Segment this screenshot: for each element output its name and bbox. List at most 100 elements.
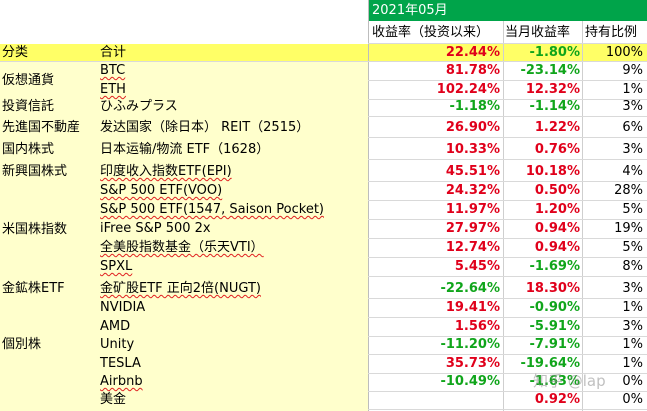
row-name: BTC	[100, 63, 126, 78]
grid-hline	[368, 276, 647, 277]
month-label: 2021年05月	[372, 3, 448, 18]
row-return: 35.73%	[445, 356, 500, 371]
row-return: 12.74%	[445, 240, 500, 255]
row-name: S&P 500 ETF(1547, Saison Pocket)	[100, 202, 324, 217]
grid-hline	[368, 354, 647, 355]
row-share: 1%	[622, 337, 643, 352]
row-month: -5.91%	[529, 319, 581, 334]
row-return: -10.49%	[440, 374, 500, 389]
row-share: 4%	[622, 164, 643, 179]
row-share: 9%	[622, 63, 643, 78]
row-name: 印度收入指数ETF(EPI)	[100, 164, 232, 179]
row-name: TESLA	[100, 356, 141, 371]
summary-return: 22.44%	[445, 45, 500, 60]
row-name: 发达国家（除日本） REIT（2515）	[100, 120, 310, 135]
row-return: 81.78%	[445, 63, 500, 78]
summary-name: 合计	[100, 45, 127, 60]
row-month: -23.14%	[520, 63, 580, 78]
row-name: ひふみプラス	[100, 99, 178, 114]
watermark: 知乎 @lap	[533, 372, 606, 390]
row-share: 1%	[622, 356, 643, 371]
category-emerging-stock: 新興国株式	[2, 164, 68, 179]
grid-vline	[368, 0, 369, 411]
grid-hline	[368, 43, 647, 44]
grid-hline	[368, 137, 647, 138]
row-return: 27.97%	[445, 221, 500, 236]
grid-hline	[368, 373, 647, 374]
grid-hline	[368, 317, 647, 318]
grid-vline	[582, 21, 583, 411]
row-month: -1.69%	[529, 259, 581, 274]
category-individual-stock: 個別株	[2, 337, 42, 352]
row-return: 45.51%	[445, 164, 500, 179]
category-investment-trust: 投資信託	[2, 99, 55, 114]
row-month: -1.14%	[529, 99, 581, 114]
row-share: 19%	[614, 221, 643, 236]
grid-hline	[0, 61, 647, 62]
row-name: iFree S&P 500 2x	[100, 221, 211, 236]
category-gold-etf: 金鉱株ETF	[2, 281, 65, 296]
row-share: 1%	[622, 300, 643, 315]
grid-hline	[368, 219, 647, 220]
grid-hline	[368, 336, 647, 337]
row-return: 19.41%	[445, 300, 500, 315]
row-name: 日本运输/物流 ETF（1628）	[100, 142, 270, 157]
row-month: -1.63%	[529, 374, 581, 389]
row-month: 18.30%	[525, 281, 580, 296]
row-month: 0.50%	[534, 183, 580, 198]
row-return: 1.56%	[454, 319, 500, 334]
row-name: ETH	[100, 82, 126, 97]
summary-category: 分类	[2, 45, 29, 60]
row-month: 10.18%	[525, 164, 580, 179]
row-share: 8%	[622, 259, 643, 274]
summary-row-background-right	[368, 44, 647, 61]
row-name: 全美股指数基金（乐天VTI）	[100, 240, 264, 255]
grid-hline	[368, 181, 647, 182]
category-us-index: 米国株指数	[2, 222, 68, 237]
grid-hline	[368, 409, 647, 410]
row-return: 26.90%	[445, 120, 500, 135]
summary-month: -1.80%	[529, 45, 581, 60]
grid-hline	[368, 238, 647, 239]
row-share: 6%	[622, 120, 643, 135]
col-header-month: 当月收益率	[505, 25, 571, 40]
row-name: Airbnb	[100, 374, 143, 389]
row-name: AMD	[100, 319, 131, 334]
row-return: 5.45%	[454, 259, 500, 274]
row-return: 102.24%	[436, 82, 500, 97]
grid-hline	[368, 99, 647, 100]
row-month: 0.92%	[534, 392, 580, 407]
grid-hline	[368, 116, 647, 117]
row-share: 3%	[622, 281, 643, 296]
row-share: 0%	[622, 374, 643, 389]
row-name: S&P 500 ETF(VOO)	[100, 183, 223, 198]
category-crypto: 仮想通貨	[2, 73, 55, 88]
summary-share: 100%	[605, 45, 643, 60]
row-share: 28%	[614, 183, 643, 198]
row-return: -1.18%	[449, 99, 501, 114]
row-share: 5%	[622, 202, 643, 217]
row-return: 10.33%	[445, 142, 500, 157]
category-developed-real-estate: 先進国不動産	[2, 120, 81, 135]
row-month: 12.32%	[525, 82, 580, 97]
row-return: 24.32%	[445, 183, 500, 198]
col-header-share: 持有比例	[585, 25, 638, 40]
row-name: SPXL	[100, 259, 133, 274]
row-name: NVIDIA	[100, 300, 146, 315]
row-name: Unity	[100, 337, 135, 352]
grid-vline	[503, 21, 504, 411]
row-share: 5%	[622, 240, 643, 255]
grid-hline	[368, 257, 647, 258]
col-header-return: 收益率（投资以来）	[372, 25, 490, 40]
row-month: -7.91%	[529, 337, 581, 352]
row-month: 0.76%	[534, 142, 580, 157]
row-return: -11.20%	[440, 337, 500, 352]
month-header-bar	[368, 0, 647, 21]
grid-hline	[368, 159, 647, 160]
row-month: 0.94%	[534, 240, 580, 255]
row-month: 1.20%	[534, 202, 580, 217]
row-share: 3%	[622, 99, 643, 114]
row-share: 3%	[622, 319, 643, 334]
row-return: 11.97%	[445, 202, 500, 217]
row-share: 1%	[622, 82, 643, 97]
